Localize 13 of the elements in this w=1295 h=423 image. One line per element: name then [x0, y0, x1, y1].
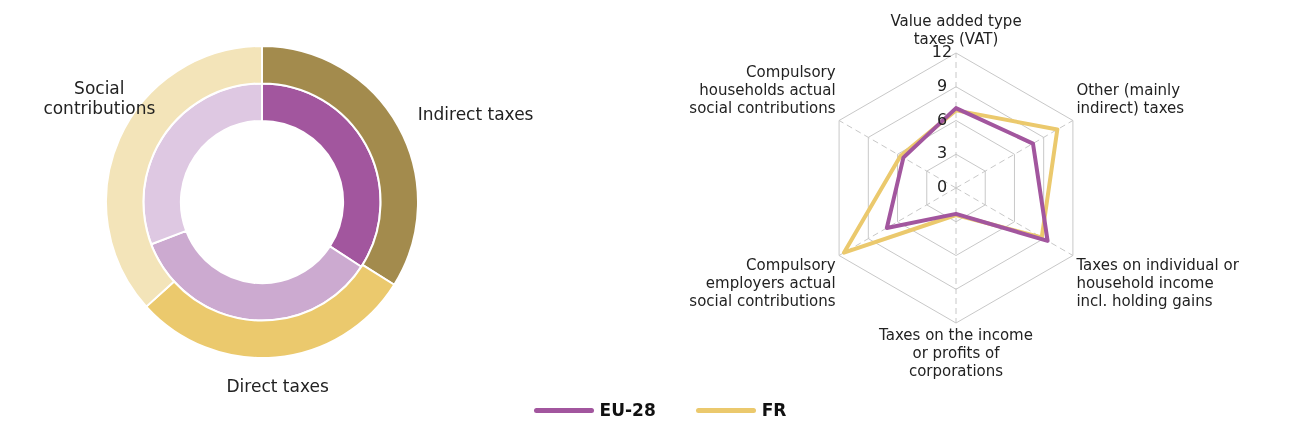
slice-label: Direct taxes	[226, 375, 329, 396]
spoke-label: Taxes on individual or household income incl. holding gains	[1075, 256, 1240, 311]
spoke-label: Compulsory employers actual social contributions	[689, 256, 836, 311]
spoke-label: Other (mainly indirect) taxes	[1076, 81, 1185, 118]
y-tick-label: 3	[936, 143, 948, 163]
spoke-label: Compulsory households actual social contributions	[689, 63, 836, 118]
legend-label: FR	[761, 400, 787, 420]
spoke-label: Taxes on the income or profits of corporations	[878, 325, 1033, 380]
slice-label: Social contributions	[43, 78, 156, 119]
y-tick-label: 9	[936, 75, 948, 95]
slice-label: Indirect taxes	[417, 104, 534, 125]
legend-label: EU-28	[599, 400, 656, 420]
y-tick-label: 0	[936, 177, 948, 197]
